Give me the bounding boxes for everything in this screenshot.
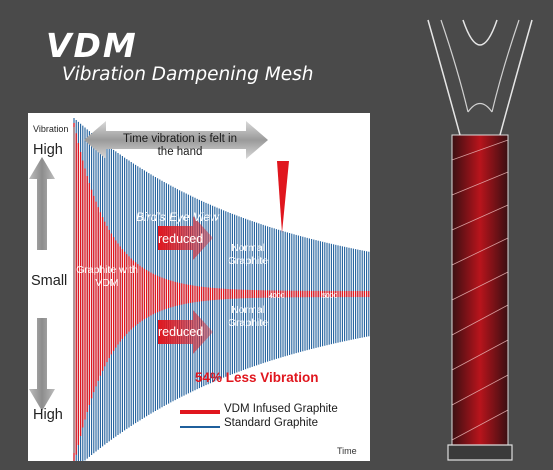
- legend-label-standard: Standard Graphite: [224, 417, 318, 429]
- page-title: VDM: [46, 26, 138, 65]
- normal-graphite-label-top: Normal Graphite: [227, 242, 269, 267]
- legend-swatch-vdm: [180, 410, 220, 414]
- reduced-label-top: reduced: [158, 232, 204, 246]
- reduced-label-bottom: reduced: [158, 325, 204, 339]
- vibration-diagram: Vibration High Small High Time vibration…: [28, 113, 370, 461]
- racquet-illustration: [427, 19, 533, 461]
- time-arrow-label: Time vibration is felt in the hand: [123, 133, 237, 158]
- tick-label-5000: 5000: [322, 293, 338, 300]
- y-label-high-top: High: [33, 142, 63, 158]
- normal-graphite-label-bottom: Normal Graphite: [227, 304, 269, 329]
- y-label-small: Small: [31, 273, 68, 289]
- birds-eye-label: Bird's Eye View: [136, 210, 219, 224]
- vibration-waves: [29, 118, 370, 461]
- y-axis-title: Vibration: [33, 124, 69, 134]
- page-subtitle: Vibration Dampening Mesh: [62, 64, 314, 85]
- legend-swatch-standard: [180, 426, 220, 428]
- headline-less-vibration: 54% Less Vibration: [195, 370, 319, 385]
- x-axis-title: Time: [337, 446, 357, 456]
- tick-label-4000: 4000: [269, 293, 285, 300]
- y-label-high-bottom: High: [33, 407, 63, 423]
- legend-label-vdm: VDM Infused Graphite: [224, 403, 338, 415]
- graphite-vdm-label: Graphite with VDM: [76, 264, 138, 289]
